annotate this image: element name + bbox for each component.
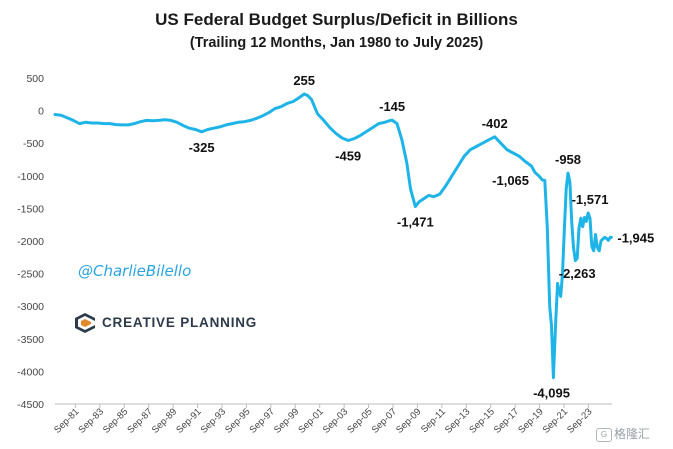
x-tick-label: Sep-13 xyxy=(443,406,472,435)
y-tick-label: -3500 xyxy=(17,334,44,346)
chart-title: US Federal Budget Surplus/Deficit in Bil… xyxy=(155,10,518,29)
series-group xyxy=(53,92,613,380)
data-label: -145 xyxy=(379,99,405,114)
data-label: -958 xyxy=(555,152,581,167)
watermark-text: 格隆汇 xyxy=(614,427,651,441)
y-tick-label: -1000 xyxy=(17,171,44,183)
y-tick-label: -3000 xyxy=(17,301,44,313)
x-tick-label: Sep-97 xyxy=(248,406,277,435)
y-tick-label: -500 xyxy=(23,138,44,150)
data-label: -1,471 xyxy=(397,215,434,230)
y-tick-label: 500 xyxy=(26,73,44,85)
creative-planning-logo: CREATIVE PLANNING xyxy=(70,296,256,354)
series-line xyxy=(53,92,613,380)
x-tick-label: Sep-81 xyxy=(52,406,81,435)
watermark: G 格隆汇 xyxy=(596,425,650,442)
y-tick-label: -2000 xyxy=(17,236,44,248)
logo-text: CREATIVE PLANNING xyxy=(102,315,258,330)
x-tick-label: Sep-23 xyxy=(565,406,594,435)
x-tick-label: Sep-93 xyxy=(199,406,228,435)
x-tick-label: Sep-19 xyxy=(516,406,545,435)
data-label: -1,571 xyxy=(572,192,609,207)
y-tick-label: -4000 xyxy=(17,366,44,378)
y-tick-label: -4500 xyxy=(17,399,44,411)
x-tick-label: Sep-09 xyxy=(394,406,423,435)
author-handle: @CharlieBilello xyxy=(78,262,192,280)
x-tick-label: Sep-07 xyxy=(370,406,399,435)
data-label: 255 xyxy=(293,73,315,88)
x-tick-label: Sep-01 xyxy=(296,406,325,435)
y-tick-label: -1500 xyxy=(17,203,44,215)
x-tick-label: Sep-17 xyxy=(492,406,521,435)
y-tick-label: -2500 xyxy=(17,269,44,281)
watermark-logo-icon: G xyxy=(596,427,612,442)
x-tick-label: Sep-99 xyxy=(272,406,301,435)
data-labels: 255 -325 -459 -145 -1,471 -402 -1,065 -958 -4,09… xyxy=(189,73,655,401)
data-label: -459 xyxy=(335,149,361,164)
data-label: -4,095 xyxy=(533,386,570,401)
chart-subtitle: (Trailing 12 Months, Jan 1980 to July 20… xyxy=(189,35,484,51)
x-tick-label: Sep-15 xyxy=(467,406,496,435)
creative-planning-mark-icon xyxy=(75,313,95,333)
x-tick-label: Sep-11 xyxy=(419,406,448,435)
data-label: -325 xyxy=(189,140,215,155)
x-tick-label: Sep-95 xyxy=(223,406,252,435)
data-label: -2,263 xyxy=(559,266,596,281)
data-label: -402 xyxy=(482,116,508,131)
x-tick-label: Sep-87 xyxy=(125,406,154,435)
x-tick-label: Sep-89 xyxy=(150,406,179,435)
x-tick-label: Sep-85 xyxy=(101,406,130,435)
x-tick-label: Sep-83 xyxy=(77,406,106,435)
y-axis: 500 0 -500 -1000 -1500 -2000 -2500 -3000 -3500 -4… xyxy=(17,73,44,411)
x-tick-label: Sep-03 xyxy=(321,406,350,435)
x-axis: Sep-81Sep-83Sep-85Sep-87Sep-89Sep-91Sep-… xyxy=(52,404,595,436)
y-tick-label: 0 xyxy=(38,106,44,118)
x-tick-label: Sep-91 xyxy=(174,406,203,435)
x-tick-label: Sep-05 xyxy=(345,406,374,435)
data-label: -1,065 xyxy=(492,173,529,188)
data-label: -1,945 xyxy=(617,230,654,245)
x-tick-label: Sep-21 xyxy=(541,406,570,435)
